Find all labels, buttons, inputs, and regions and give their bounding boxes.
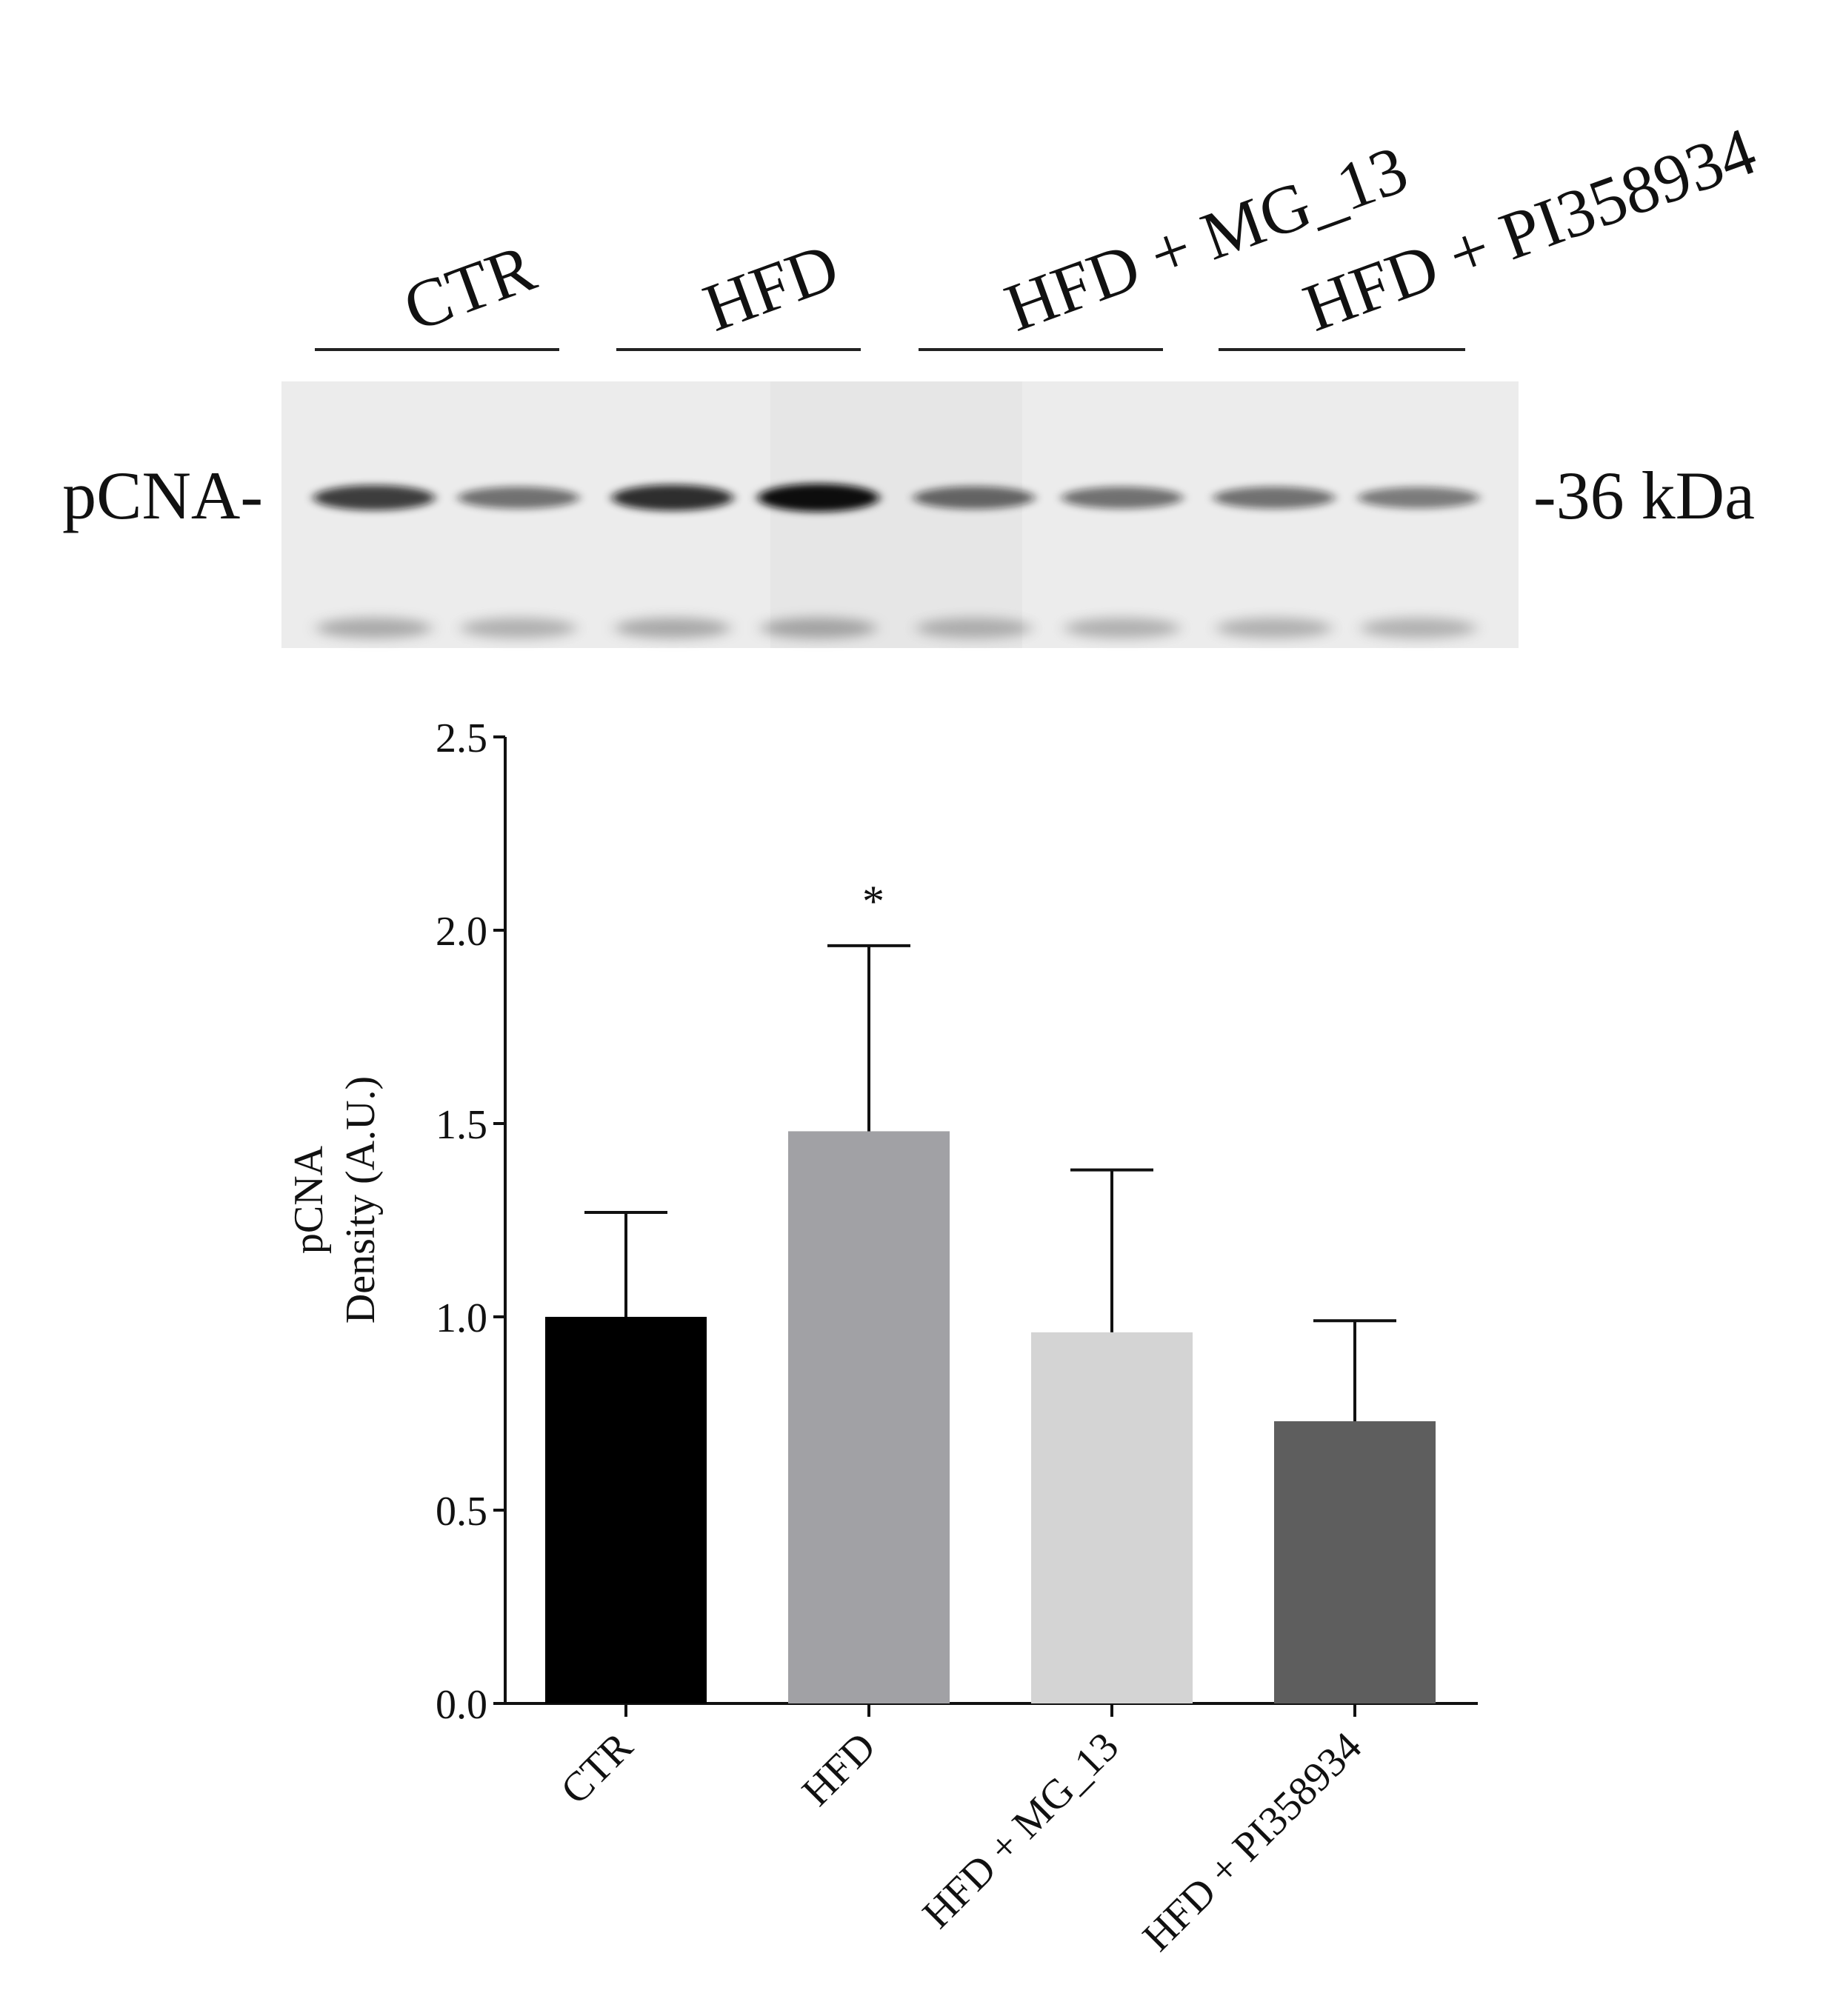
- blot-lower-band: [916, 618, 1032, 638]
- blot-main-band: [913, 486, 1035, 510]
- bar-chart: 0.0 0.5 1.0 1.5 2.0 2.5 * CTR HFD HFD + MG_13 HF…: [286, 715, 1478, 1960]
- bar: [1274, 1421, 1436, 1703]
- y-axis: 0.0 0.5 1.0 1.5 2.0 2.5: [436, 715, 507, 1728]
- blot-group-label-ctr: CTR: [394, 230, 545, 346]
- x-tick-label: HFD: [793, 1723, 884, 1815]
- x-tick-label: HFD + MG_13: [914, 1723, 1127, 1937]
- significance-marker: *: [862, 877, 884, 926]
- blot-lower-band: [761, 618, 876, 638]
- y-axis-title-line2: Density (A.U.): [338, 1076, 384, 1324]
- western-blot-panel: CTR HFD HFD + MG_13 HFD + PI358934 pCNA-…: [62, 113, 1765, 648]
- y-tick-label: 2.5: [436, 715, 487, 761]
- blot-lower-band: [1216, 618, 1332, 638]
- blot-lower-band: [1064, 618, 1180, 638]
- bars: *: [545, 877, 1436, 1703]
- y-tick-label: 1.0: [436, 1295, 487, 1341]
- y-tick-label: 2.0: [436, 909, 487, 955]
- blot-membrane-shade: [770, 381, 1022, 648]
- y-tick-label: 0.0: [436, 1682, 487, 1728]
- blot-main-band: [1213, 487, 1335, 509]
- blot-lower-band: [316, 618, 432, 638]
- blot-lower-band: [1361, 618, 1476, 638]
- y-tick-label: 1.5: [436, 1102, 487, 1148]
- blot-main-band: [612, 484, 733, 511]
- x-tick-label: HFD + PI358934: [1134, 1723, 1370, 1960]
- blot-group-label-hfd: HFD: [694, 228, 848, 346]
- x-tick-label: CTR: [552, 1723, 641, 1813]
- bar: [788, 1131, 950, 1703]
- blot-main-band: [1062, 487, 1183, 509]
- bar: [1031, 1332, 1193, 1703]
- blot-main-band: [758, 484, 879, 512]
- blot-lower-band: [615, 618, 730, 638]
- y-tick-label: 0.5: [436, 1489, 487, 1535]
- blot-main-band: [458, 487, 579, 509]
- blot-main-band: [1358, 487, 1479, 509]
- y-axis-title-line1: pCNA: [286, 1145, 332, 1254]
- x-axis-ticks: CTR HFD HFD + MG_13 HFD + PI358934: [552, 1703, 1370, 1960]
- blot-protein-label: pCNA-: [62, 458, 263, 533]
- blot-bands: [313, 484, 1479, 638]
- blot-lower-band: [461, 618, 576, 638]
- blot-main-band: [313, 484, 435, 511]
- bar: [545, 1317, 707, 1703]
- blot-marker-label: -36 kDa: [1533, 458, 1755, 533]
